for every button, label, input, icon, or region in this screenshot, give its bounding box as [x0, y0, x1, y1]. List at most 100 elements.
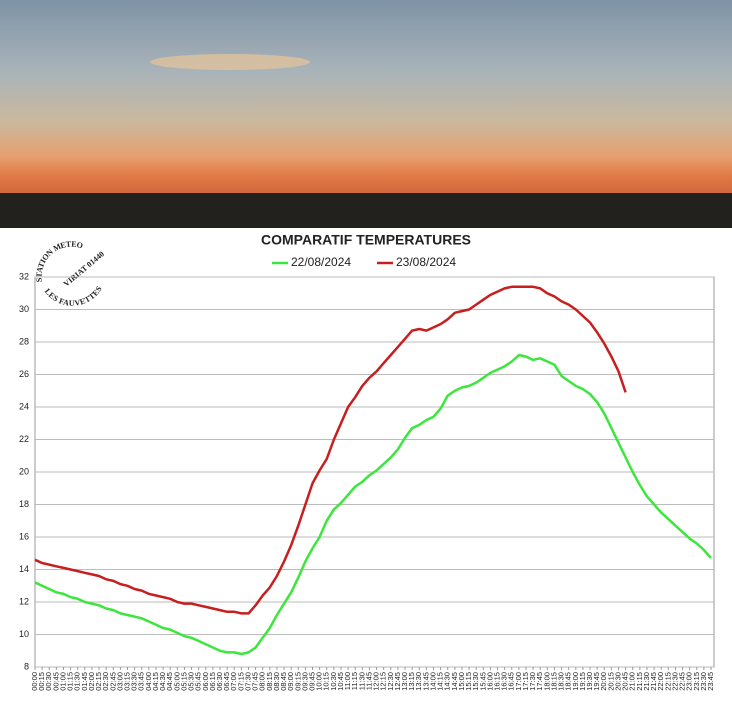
series-line: [34, 353, 712, 656]
x-tick-label: 13:30: [414, 672, 423, 691]
y-tick-label: 28: [19, 336, 29, 346]
x-tick-label: 02:45: [108, 672, 117, 691]
x-tick-label: 10:15: [322, 672, 331, 691]
x-tick-label: 03:30: [130, 672, 139, 691]
y-tick-label: 30: [19, 304, 29, 314]
y-tick-label: 26: [19, 369, 29, 379]
x-tick-label: 03:00: [115, 672, 124, 691]
x-tick-label: 05:00: [172, 672, 181, 691]
x-tick-label: 19:30: [585, 672, 594, 691]
x-tick-label: 19:00: [571, 672, 580, 691]
x-tick-label: 05:45: [194, 672, 203, 691]
x-tick-label: 17:45: [535, 672, 544, 691]
x-tick-label: 12:30: [386, 672, 395, 691]
x-tick-label: 17:15: [521, 672, 530, 691]
x-tick-label: 05:30: [187, 672, 196, 691]
photo-sky: [0, 0, 732, 200]
x-tick-label: 08:00: [258, 672, 267, 691]
x-tick-label: 15:15: [464, 672, 473, 691]
x-tick-label: 14:15: [436, 672, 445, 691]
y-tick-label: 32: [19, 271, 29, 281]
legend-label: 22/08/2024: [291, 255, 351, 269]
x-tick-label: 18:30: [557, 672, 566, 691]
x-tick-label: 21:45: [649, 672, 658, 691]
x-tick-label: 06:00: [201, 672, 210, 691]
x-tick-label: 09:30: [300, 672, 309, 691]
x-tick-label: 08:30: [272, 672, 281, 691]
x-tick-label: 00:15: [37, 672, 46, 691]
x-tick-label: 02:30: [101, 672, 110, 691]
x-tick-label: 18:00: [542, 672, 551, 691]
x-tick-label: 19:45: [592, 672, 601, 691]
x-tick-label: 00:00: [30, 672, 39, 691]
x-tick-label: 23:15: [692, 672, 701, 691]
y-tick-label: 14: [19, 564, 29, 574]
x-tick-label: 01:00: [58, 672, 67, 691]
x-tick-label: 18:45: [564, 672, 573, 691]
x-tick-label: 20:45: [621, 672, 630, 691]
x-tick-label: 20:15: [606, 672, 615, 691]
x-tick-label: 00:30: [44, 672, 53, 691]
x-tick-label: 17:00: [514, 672, 523, 691]
photo-ground: [0, 193, 732, 228]
x-tick-label: 23:00: [685, 672, 694, 691]
y-tick-label: 16: [19, 531, 29, 541]
x-tick-label: 16:15: [493, 672, 502, 691]
x-tick-label: 09:45: [308, 672, 317, 691]
x-tick-label: 10:45: [336, 672, 345, 691]
x-tick-label: 00:45: [51, 672, 60, 691]
x-tick-label: 06:15: [208, 672, 217, 691]
x-tick-label: 14:45: [450, 672, 459, 691]
x-tick-label: 22:00: [656, 672, 665, 691]
x-tick-label: 12:45: [393, 672, 402, 691]
y-tick-label: 20: [19, 466, 29, 476]
x-tick-label: 11:15: [350, 672, 359, 690]
x-tick-label: 08:45: [279, 672, 288, 691]
y-tick-label: 18: [19, 499, 29, 509]
x-tick-label: 21:30: [642, 672, 651, 691]
x-tick-label: 17:30: [528, 672, 537, 691]
x-tick-label: 07:15: [236, 672, 245, 691]
x-tick-label: 15:30: [471, 672, 480, 691]
y-tick-label: 8: [24, 661, 29, 671]
x-tick-label: 12:15: [379, 672, 388, 691]
x-tick-label: 03:45: [137, 672, 146, 691]
x-tick-label: 22:45: [678, 672, 687, 691]
x-tick-label: 23:30: [699, 672, 708, 691]
x-tick-label: 03:15: [122, 672, 131, 691]
x-tick-label: 02:15: [94, 672, 103, 691]
x-tick-label: 09:00: [286, 672, 295, 691]
x-tick-label: 15:00: [457, 672, 466, 691]
x-tick-label: 11:00: [343, 672, 352, 690]
x-tick-label: 11:30: [357, 672, 366, 690]
x-tick-label: 08:15: [265, 672, 274, 691]
x-tick-label: 02:00: [87, 672, 96, 691]
x-tick-label: 21:00: [628, 672, 637, 691]
x-tick-label: 04:00: [144, 672, 153, 691]
y-tick-label: 10: [19, 629, 29, 639]
photo-cloud: [150, 54, 310, 70]
x-tick-label: 20:00: [599, 672, 608, 691]
x-tick-label: 16:30: [500, 672, 509, 691]
x-tick-label: 01:15: [66, 672, 75, 691]
x-tick-label: 13:00: [400, 672, 409, 691]
x-tick-label: 16:00: [485, 672, 494, 691]
x-tick-label: 15:45: [478, 672, 487, 691]
x-tick-label: 18:15: [549, 672, 558, 691]
x-tick-label: 04:45: [165, 672, 174, 691]
x-tick-label: 13:45: [421, 672, 430, 691]
x-tick-label: 06:45: [222, 672, 231, 691]
x-tick-label: 23:45: [706, 672, 715, 691]
x-tick-label: 11:45: [364, 672, 373, 690]
x-tick-label: 07:30: [243, 672, 252, 691]
y-tick-label: 22: [19, 434, 29, 444]
x-tick-label: 05:15: [179, 672, 188, 691]
x-tick-label: 14:00: [428, 672, 437, 691]
x-tick-label: 22:30: [670, 672, 679, 691]
x-tick-label: 14:30: [443, 672, 452, 691]
legend-label: 23/08/2024: [396, 255, 456, 269]
chart-bg: [0, 228, 732, 720]
x-tick-label: 04:15: [151, 672, 160, 691]
